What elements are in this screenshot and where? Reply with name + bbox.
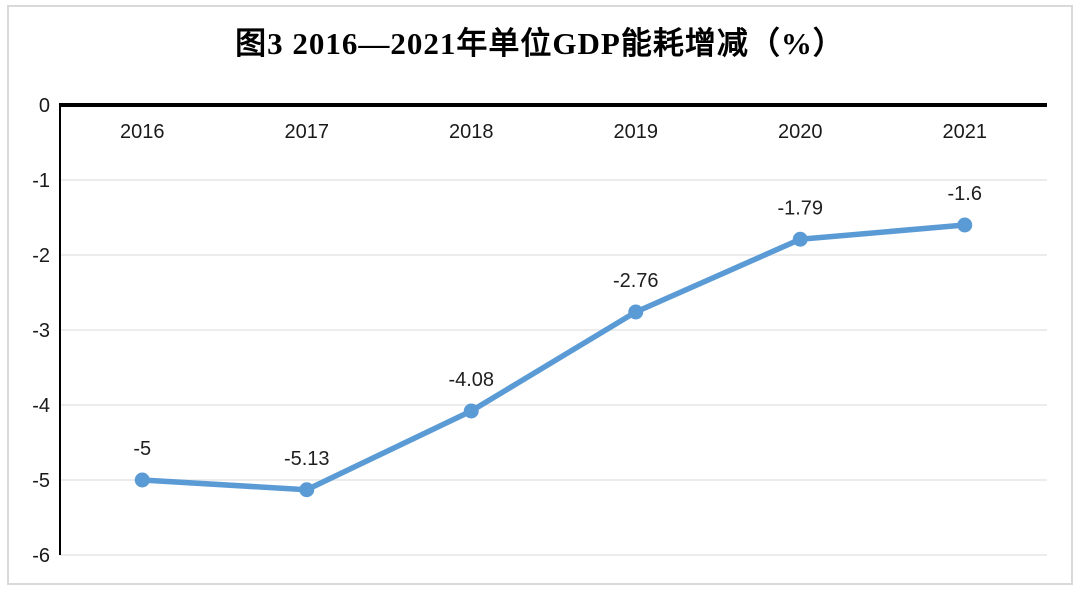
x-tick-label: 2017 — [285, 121, 330, 143]
data-point-marker — [299, 482, 315, 498]
x-tick-label: 2020 — [778, 121, 823, 143]
data-point-marker — [792, 231, 808, 247]
data-point-label: -1.6 — [948, 183, 982, 205]
chart-title: 图3 2016—2021年单位GDP能耗增减（%） — [235, 26, 845, 61]
y-tick-label: -5 — [32, 470, 50, 492]
series-line — [139, 222, 968, 493]
x-tick-label: 2019 — [614, 121, 659, 143]
data-point-marker — [628, 304, 644, 320]
markers-group — [134, 217, 973, 498]
x-tick-label: 2018 — [449, 121, 494, 143]
data-point-label: -5 — [133, 438, 151, 460]
y-tick-label: -3 — [32, 320, 50, 342]
gridlines-group — [60, 179, 1047, 556]
x-tick-label: 2016 — [120, 121, 165, 143]
data-point-label: -1.79 — [777, 197, 823, 219]
data-point-label: -5.13 — [284, 448, 330, 470]
data-point-marker — [463, 403, 479, 419]
y-axis-labels-group: 0 -1 -2 -3 -4 -5 -6 — [32, 95, 50, 567]
axes-group — [59, 103, 1047, 555]
x-tick-label: 2021 — [943, 121, 988, 143]
data-labels-group: -5 -5.13 -4.08 -2.76 -1.79 -1.6 — [133, 183, 982, 470]
y-tick-label: -6 — [32, 545, 50, 567]
x-axis-labels-group: 2016 2017 2018 2019 2020 2021 — [120, 121, 987, 143]
y-tick-label: 0 — [39, 95, 50, 117]
series-line-group — [139, 222, 968, 493]
data-point-marker — [134, 472, 150, 488]
data-point-label: -4.08 — [448, 369, 494, 391]
figure-frame — [7, 5, 1073, 585]
data-point-marker — [957, 217, 973, 233]
y-tick-label: -2 — [32, 245, 50, 267]
data-point-label: -2.76 — [613, 270, 659, 292]
y-tick-label: -1 — [32, 170, 50, 192]
y-tick-label: -4 — [32, 395, 50, 417]
